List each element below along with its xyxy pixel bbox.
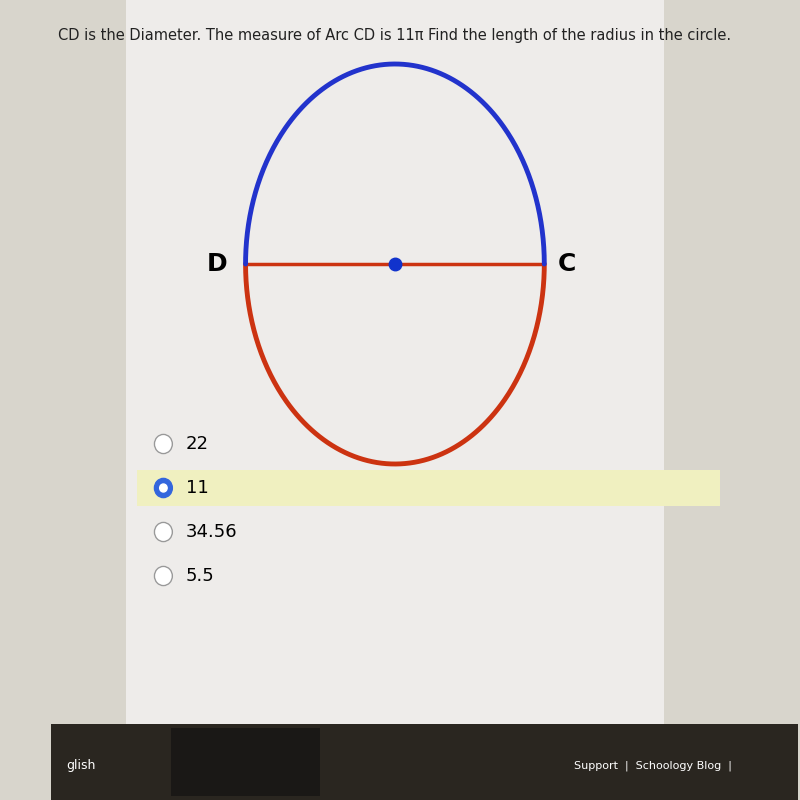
FancyBboxPatch shape [51, 724, 798, 800]
Text: Support  |  Schoology Blog  |: Support | Schoology Blog | [574, 761, 732, 771]
Text: 5.5: 5.5 [186, 567, 214, 585]
Circle shape [154, 522, 172, 542]
FancyBboxPatch shape [126, 0, 664, 724]
Circle shape [160, 484, 167, 492]
Text: glish: glish [66, 759, 96, 772]
Circle shape [154, 566, 172, 586]
FancyBboxPatch shape [171, 728, 320, 796]
Text: 22: 22 [186, 435, 209, 453]
Text: D: D [206, 252, 227, 276]
FancyBboxPatch shape [138, 470, 720, 506]
Text: C: C [558, 252, 576, 276]
Text: CD is the Diameter. The measure of Arc CD is 11π Find the length of the radius i: CD is the Diameter. The measure of Arc C… [58, 28, 731, 43]
Circle shape [154, 478, 172, 498]
Text: 34.56: 34.56 [186, 523, 238, 541]
Circle shape [154, 434, 172, 454]
Text: 11: 11 [186, 479, 209, 497]
